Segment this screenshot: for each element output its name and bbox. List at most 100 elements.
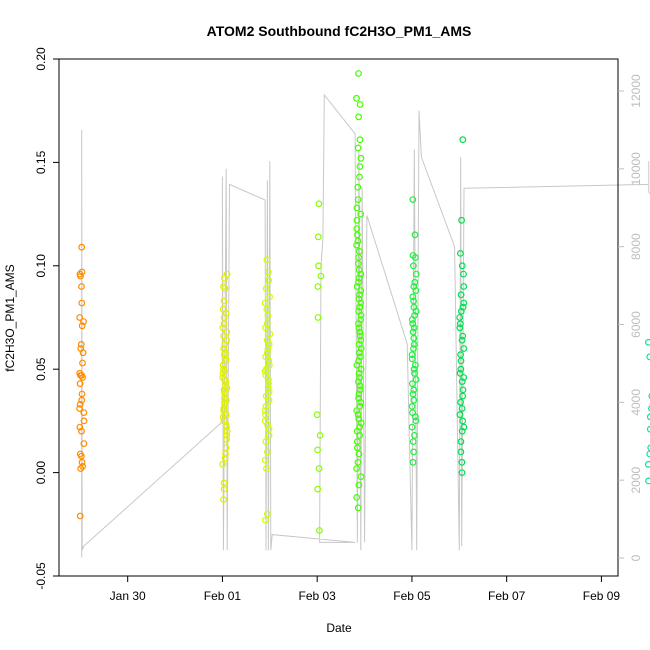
data-point (354, 144, 362, 152)
data-point (220, 485, 228, 493)
data-point (410, 324, 418, 332)
data-point (354, 237, 362, 245)
y2-tick-label: 0 (629, 554, 643, 561)
data-point (409, 438, 417, 446)
data-point (354, 260, 362, 268)
data-point (412, 254, 419, 261)
data-point (355, 324, 363, 332)
data-point (353, 494, 361, 501)
data-point (219, 413, 227, 421)
data-point (219, 361, 227, 369)
data-point (356, 163, 364, 170)
data-points-layer (76, 70, 650, 534)
data-point (456, 314, 464, 321)
data-point (412, 417, 420, 425)
data-point (410, 262, 417, 270)
data-point (457, 291, 465, 299)
data-point (458, 336, 466, 344)
data-point (356, 101, 364, 108)
data-point (80, 409, 88, 417)
data-point (645, 338, 650, 346)
data-point (645, 477, 650, 485)
data-point (353, 204, 361, 212)
data-point (409, 293, 417, 301)
data-point (314, 485, 322, 493)
data-point (78, 268, 86, 276)
y2-tick-label: 12000 (629, 74, 643, 108)
data-point (410, 341, 418, 348)
data-point (262, 516, 269, 524)
data-point (458, 469, 466, 477)
data-point (264, 345, 272, 352)
data-point (79, 349, 87, 357)
data-point (460, 299, 468, 307)
data-point (353, 216, 361, 224)
data-point (355, 320, 362, 328)
data-point (222, 378, 230, 386)
data-point (264, 421, 272, 429)
x-tick-label: Feb 09 (583, 589, 621, 603)
data-point (77, 452, 85, 460)
data-point (220, 345, 228, 352)
data-point (313, 411, 321, 419)
y-tick-label: 0.05 (34, 357, 48, 381)
data-point (356, 374, 364, 381)
data-point (222, 450, 229, 458)
data-point (261, 456, 269, 464)
plot-frame (58, 58, 619, 577)
data-point (221, 390, 229, 398)
series-7 (644, 338, 650, 485)
data-point (458, 378, 466, 386)
data-point (262, 285, 270, 292)
data-point (356, 349, 363, 357)
data-point (220, 351, 228, 359)
data-point (355, 254, 363, 261)
data-point (459, 392, 467, 400)
data-point (456, 320, 464, 328)
data-point (263, 349, 271, 357)
data-point (357, 287, 365, 295)
y2-axis: 0 2000 4000 6000 8000 10000 12000 (618, 74, 643, 561)
data-point (410, 396, 418, 404)
data-point (647, 444, 650, 452)
series-4 (353, 70, 365, 512)
data-point (77, 372, 84, 379)
data-point (80, 417, 88, 425)
data-point (76, 423, 84, 431)
data-point (460, 270, 467, 278)
y-tick-label: -0.05 (34, 562, 48, 590)
y-axis-label: fC2H3O_PM1_AMS (3, 264, 17, 371)
data-point (411, 278, 419, 286)
data-point (262, 411, 269, 419)
data-point (263, 256, 271, 264)
series-1 (219, 270, 231, 503)
data-point (77, 465, 85, 472)
data-point (76, 405, 83, 412)
data-point (223, 436, 230, 443)
y-tick-label: 0.10 (34, 254, 48, 278)
data-point (264, 268, 272, 276)
data-point (220, 479, 228, 487)
series-5 (408, 196, 420, 466)
data-point (408, 355, 416, 363)
data-point (353, 94, 360, 102)
data-point (458, 427, 466, 435)
data-point (458, 405, 466, 412)
x-tick-label: Feb 03 (299, 589, 337, 603)
data-point (356, 332, 364, 340)
data-point (353, 361, 361, 369)
data-point (411, 369, 418, 377)
data-point (412, 361, 419, 369)
data-point (221, 367, 229, 375)
data-point (457, 357, 465, 365)
data-point (355, 390, 363, 398)
data-point (357, 312, 365, 319)
data-point (410, 386, 418, 394)
data-point (356, 328, 364, 336)
data-point (356, 403, 364, 410)
data-point (409, 320, 417, 328)
data-point (355, 450, 363, 458)
data-point (457, 448, 465, 456)
data-point (221, 454, 229, 462)
data-point (221, 285, 229, 292)
